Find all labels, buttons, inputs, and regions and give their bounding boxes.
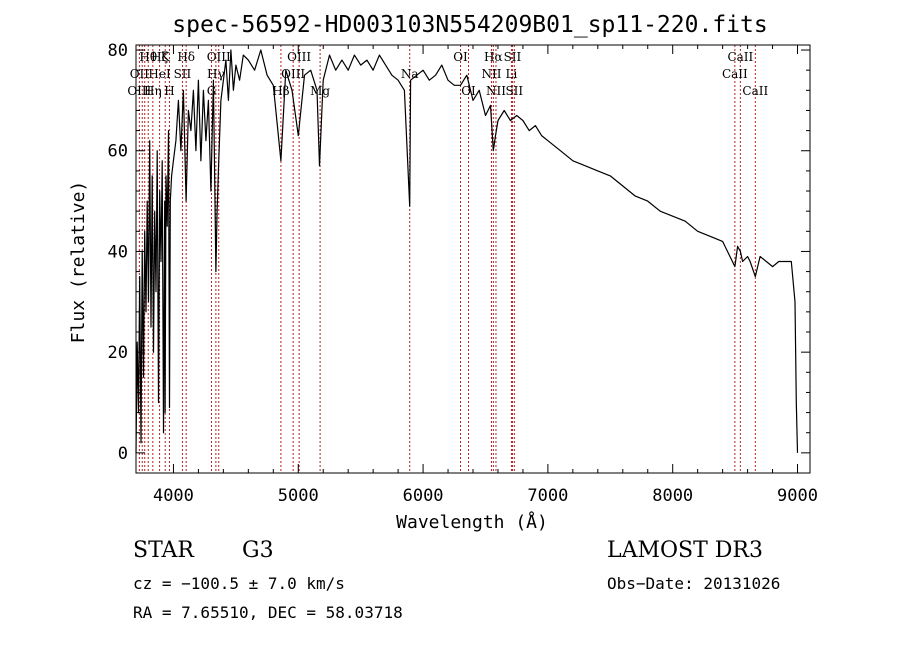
line-label: Hη: [144, 84, 162, 98]
line-label: SII: [504, 50, 522, 64]
spectrum-series: [135, 49, 799, 453]
line-label: Hβ: [272, 84, 289, 98]
line-label: SII: [174, 67, 192, 81]
x-tick-label: 8000: [652, 486, 693, 506]
line-label: K: [161, 50, 171, 64]
y-axis-label: Flux (relative): [68, 181, 89, 344]
x-tick-label: 4000: [153, 486, 194, 506]
x-tick-label: 6000: [403, 486, 444, 506]
observation-date: Obs−Date: 20131026: [607, 574, 781, 593]
line-label: Hγ: [207, 67, 225, 81]
x-tick-label: 9000: [777, 486, 818, 506]
x-axis-label: Wavelength (Å): [396, 511, 548, 533]
y-tick-label: 20: [108, 343, 128, 363]
line-label: CaII: [722, 67, 748, 81]
line-label: OII: [130, 67, 150, 81]
x-tick-label: 5000: [278, 486, 319, 506]
line-label: Hα: [484, 50, 503, 64]
x-tick-label: 7000: [527, 486, 568, 506]
survey-name: LAMOST DR3: [607, 538, 763, 563]
coordinates: RA = 7.65510, DEC = 58.03718: [133, 603, 403, 622]
y-tick-label: 60: [108, 142, 128, 162]
line-label: Na: [401, 67, 419, 81]
line-label: OIII: [127, 84, 151, 98]
line-label: H: [164, 84, 174, 98]
line-label: Li: [506, 67, 518, 81]
line-label: CaII: [742, 84, 768, 98]
object-type: STAR: [133, 538, 194, 563]
spectrum-line: [135, 49, 799, 453]
emission-line-markers: [138, 45, 756, 473]
y-tick-label: 80: [108, 41, 128, 61]
plot-frame: [135, 44, 811, 474]
line-label: Hζ: [151, 50, 168, 64]
spectral-subclass: G3: [242, 538, 274, 563]
line-label: Hδ: [177, 50, 195, 64]
line-label: Hθ: [139, 50, 157, 64]
line-label: HeI: [148, 67, 171, 81]
line-label: NII: [481, 67, 501, 81]
line-label: NII: [486, 84, 506, 98]
chart-title: spec-56592-HD003103N554209B01_sp11-220.f…: [172, 12, 767, 38]
line-label: SII: [505, 84, 523, 98]
line-label: G: [207, 84, 217, 98]
line-label: OIII: [287, 50, 311, 64]
y-tick-label: 40: [108, 242, 128, 262]
axis-ticks: 4000 5000 6000 7000 8000 9000 0 20 40 60 80: [108, 41, 818, 506]
line-label: CaII: [727, 50, 753, 64]
redshift-velocity: cz = −100.5 ± 7.0 km/s: [133, 574, 345, 593]
line-label: Mg: [310, 84, 330, 98]
line-label: OIII: [281, 67, 305, 81]
line-label: OI: [453, 50, 468, 64]
y-tick-label: 0: [118, 444, 128, 464]
line-label: OIII: [207, 50, 231, 64]
line-label: OI: [461, 84, 476, 98]
